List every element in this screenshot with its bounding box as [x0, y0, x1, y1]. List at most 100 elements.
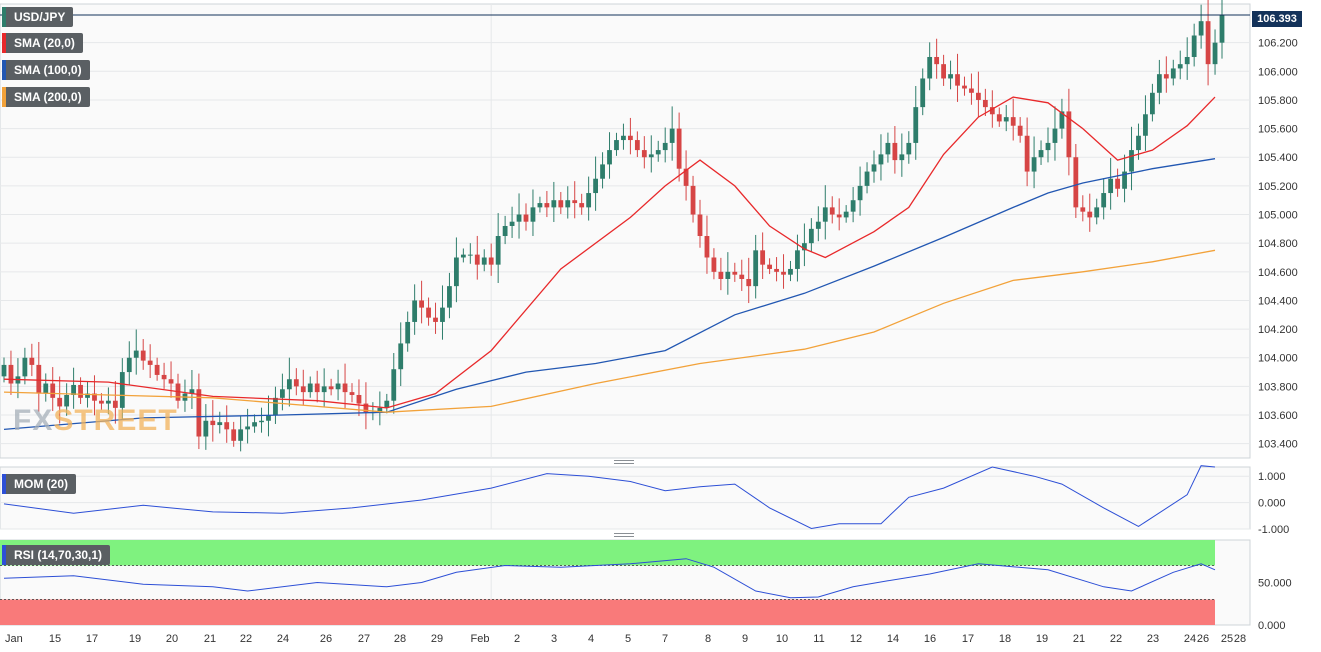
- candle-body: [64, 394, 70, 407]
- candle-body: [1003, 117, 1009, 122]
- legend-symbol[interactable]: USD/JPY: [2, 7, 74, 27]
- candle-body: [1177, 64, 1183, 69]
- candle-body: [711, 257, 717, 272]
- candle-body: [774, 268, 779, 272]
- x-tick-label: 25: [1221, 633, 1233, 645]
- candle-body: [29, 357, 35, 365]
- candle-body: [154, 364, 160, 375]
- candle-body: [433, 317, 438, 322]
- legend-sma200[interactable]: SMA (200,0): [2, 87, 90, 107]
- candle-body: [913, 107, 919, 143]
- candle-body: [732, 271, 738, 275]
- candle-body: [850, 200, 856, 212]
- price-tick-label: 104.000: [1258, 353, 1298, 365]
- candle-body: [509, 221, 515, 226]
- legend-rsi[interactable]: RSI (14,70,30,1): [2, 545, 111, 565]
- candle-body: [481, 257, 487, 265]
- candle-body: [43, 383, 49, 394]
- candle-body: [795, 250, 800, 269]
- candle-body: [934, 56, 940, 65]
- candle-body: [384, 400, 390, 408]
- x-tick-label: Jan: [5, 633, 23, 645]
- x-tick-label: 8: [705, 633, 711, 645]
- candle-body: [1198, 21, 1204, 36]
- candle-body: [989, 107, 995, 115]
- price-tick-label: 105.800: [1258, 95, 1298, 107]
- mom-label: MOM (20): [14, 477, 68, 491]
- rsi-label: RSI (14,70,30,1): [14, 548, 103, 562]
- legend-mom[interactable]: MOM (20): [2, 474, 76, 494]
- candle-body: [662, 142, 668, 151]
- candle-body: [217, 422, 223, 426]
- candle-body: [78, 384, 83, 398]
- candle-body: [161, 374, 167, 380]
- candle-body: [440, 307, 445, 322]
- candle-body: [245, 426, 250, 430]
- legend-sma20[interactable]: SMA (20,0): [2, 33, 83, 53]
- candle-body: [1150, 92, 1155, 115]
- candle-body: [1143, 114, 1148, 136]
- fxstreet-watermark: FXSTREET: [13, 404, 178, 438]
- x-tick-label: 4: [588, 633, 594, 645]
- candle-body: [140, 350, 146, 361]
- candle-body: [572, 200, 578, 204]
- price-tick-label: 106.200: [1258, 38, 1298, 50]
- sma-line-1000: [3, 158, 1216, 431]
- candle-body: [474, 254, 480, 265]
- candle-body: [655, 150, 661, 155]
- candle-body: [224, 422, 230, 430]
- candle-body: [1094, 207, 1100, 218]
- candle-body: [996, 114, 1002, 122]
- candle-body: [579, 203, 585, 208]
- rsi-line: [3, 558, 1216, 599]
- x-tick-label: 16: [924, 633, 936, 645]
- candle-body: [447, 286, 452, 308]
- candle-body: [126, 357, 132, 373]
- candle-body: [669, 128, 675, 143]
- candle-body: [704, 236, 710, 258]
- x-tick-label: 24: [277, 633, 289, 645]
- candle-body: [419, 300, 424, 308]
- candle-body: [1191, 35, 1197, 57]
- x-tick-label: 23: [1147, 633, 1159, 645]
- candle-body: [815, 221, 821, 229]
- rsi-swatch: [2, 545, 6, 565]
- x-tick-label: 20: [166, 633, 178, 645]
- candle-body: [871, 164, 877, 172]
- candle-body: [1024, 135, 1030, 172]
- sma200-label: SMA (200,0): [14, 90, 82, 104]
- candle-body: [488, 257, 494, 265]
- candle-body: [690, 185, 696, 215]
- candle-body: [941, 64, 946, 79]
- candle-body: [864, 171, 870, 186]
- candle-body: [460, 254, 466, 258]
- candle-body: [502, 225, 508, 237]
- candle-body: [231, 429, 237, 441]
- sma100-swatch: [2, 60, 6, 80]
- candle-body: [398, 343, 404, 370]
- rsi-tick-label: 50.000: [1258, 578, 1292, 590]
- candle-body: [586, 193, 592, 208]
- candle-body: [495, 236, 501, 265]
- candle-body: [335, 383, 341, 390]
- x-tick-label: 17: [86, 633, 98, 645]
- candle-body: [969, 88, 974, 93]
- candle-body: [899, 154, 905, 161]
- candle-body: [405, 321, 411, 344]
- candle-body: [1080, 207, 1086, 212]
- candle-body: [1115, 178, 1120, 189]
- candle-body: [203, 420, 209, 437]
- sma-line-2000: [3, 249, 1216, 413]
- candle-body: [843, 211, 849, 218]
- candle-body: [321, 386, 327, 393]
- candle-body: [1136, 135, 1141, 151]
- candle-body: [238, 429, 244, 441]
- candle-body: [1059, 111, 1065, 129]
- legend-sma100[interactable]: SMA (100,0): [2, 60, 90, 80]
- candle-body: [648, 154, 654, 158]
- candle-body: [822, 207, 828, 222]
- candle-body: [342, 383, 348, 393]
- candle-body: [266, 415, 271, 421]
- price-tick-label: 104.400: [1258, 295, 1298, 307]
